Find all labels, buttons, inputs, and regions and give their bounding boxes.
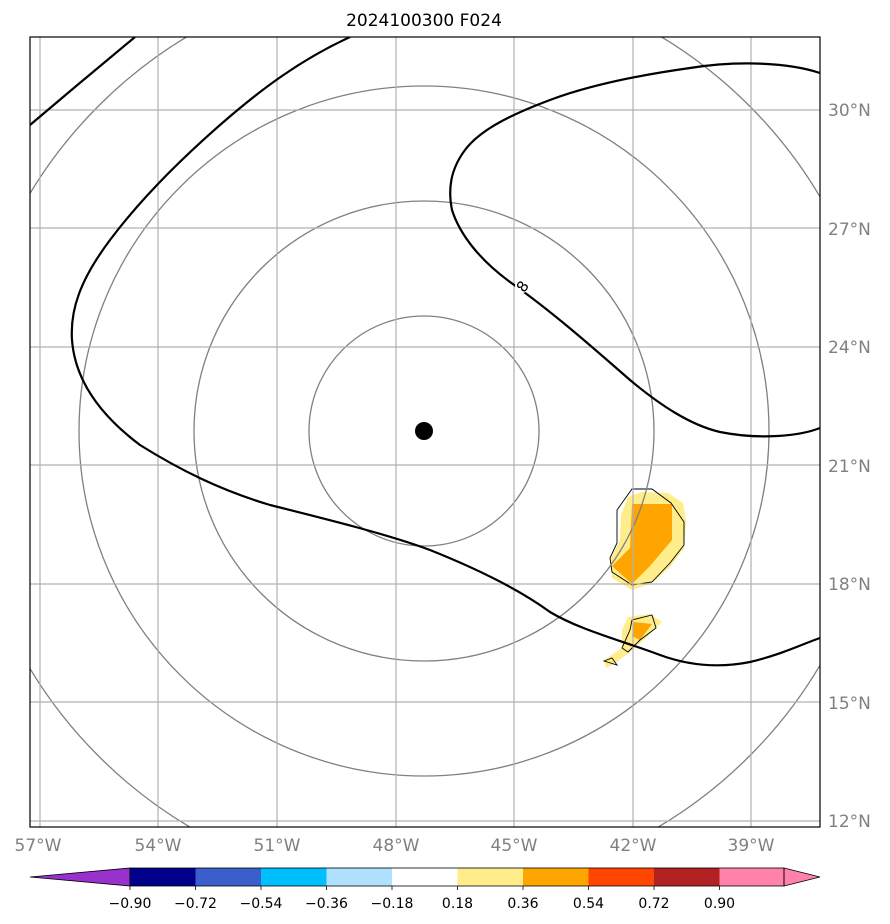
- grid-lines: [30, 37, 820, 827]
- storm-center-marker: [415, 422, 433, 440]
- range-ring: [193, 200, 655, 662]
- lon-label: 57°W: [15, 836, 62, 856]
- colorbar-tick-label: −0.90: [109, 896, 152, 912]
- colorbar-tick-label: −0.18: [371, 896, 414, 912]
- range-ring: [308, 315, 540, 547]
- colorbar-swatch: [392, 868, 458, 886]
- map-area: 8: [30, 37, 820, 827]
- colorbar-swatch: [654, 868, 720, 886]
- lat-label: 15°N: [828, 694, 871, 714]
- shade-outline-tiny: [602, 657, 619, 666]
- colorbar-swatch: [29, 867, 131, 887]
- colorbar-tick-label: 0.90: [704, 896, 735, 912]
- colorbar-swatch: [195, 868, 261, 886]
- range-ring: [78, 85, 770, 777]
- contours: [30, 37, 820, 667]
- lat-label: 18°N: [828, 575, 871, 595]
- colorbar-swatch: [588, 868, 654, 886]
- colorbar-tick-label: 0.54: [573, 896, 604, 912]
- lat-label: 12°N: [828, 812, 871, 832]
- contour-line: [70, 37, 820, 667]
- map-title: 2024100300 F024: [346, 11, 502, 31]
- colorbar-swatch: [130, 868, 196, 886]
- lat-labels: 30°N 27°N 24°N 21°N 18°N 15°N 12°N: [828, 101, 871, 832]
- contour-line: [449, 62, 820, 438]
- colorbar-tick-label: 0.18: [442, 896, 473, 912]
- colorbar-swatch: [783, 867, 821, 887]
- colorbar-tick-label: 0.72: [638, 896, 669, 912]
- shade-outline: [609, 488, 685, 586]
- colorbar: −0.90 −0.72 −0.54 −0.36 −0.18 0.18 0.36 …: [29, 867, 821, 912]
- lon-label: 42°W: [610, 836, 657, 856]
- colorbar-swatch: [457, 868, 523, 886]
- lon-label: 51°W: [254, 836, 301, 856]
- range-rings: [30, 37, 820, 827]
- shaded-region-dark: [612, 504, 672, 584]
- colorbar-tick-label: 0.36: [507, 896, 538, 912]
- lon-label: 48°W: [373, 836, 420, 856]
- colorbar-swatch: [523, 868, 589, 886]
- colorbar-frame: [129, 867, 785, 887]
- lon-label: 45°W: [491, 836, 538, 856]
- colorbar-swatch: [261, 868, 327, 886]
- colorbar-swatch: [719, 868, 784, 886]
- lat-label: 30°N: [828, 101, 871, 121]
- lon-label: 39°W: [728, 836, 775, 856]
- contour-line: [30, 37, 136, 126]
- lat-label: 21°N: [828, 457, 871, 477]
- colorbar-swatch: [326, 868, 392, 886]
- contour-label-bg: [515, 279, 529, 293]
- shaded-region-dark-small: [632, 622, 652, 640]
- lat-label: 27°N: [828, 220, 871, 240]
- lon-labels: 57°W 54°W 51°W 48°W 45°W 42°W 39°W: [15, 836, 775, 856]
- colorbar-tick-label: −0.72: [174, 896, 217, 912]
- map-frame: [29, 36, 821, 828]
- colorbar-tick-label: −0.54: [240, 896, 283, 912]
- lat-label: 24°N: [828, 338, 871, 358]
- lon-label: 54°W: [135, 836, 182, 856]
- colorbar-tick-label: −0.36: [305, 896, 348, 912]
